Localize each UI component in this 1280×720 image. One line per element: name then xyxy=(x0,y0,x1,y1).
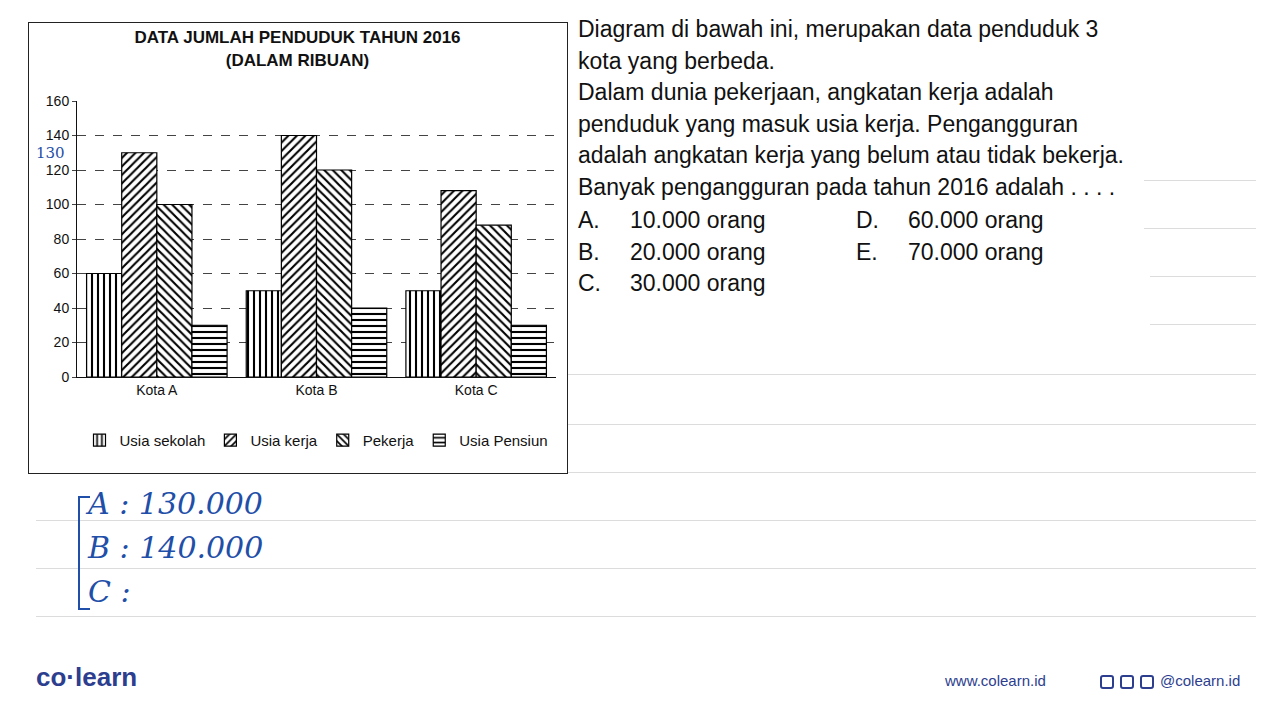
html-text:10.000 orang: 10.000 orang xyxy=(630,207,766,233)
svg-text:20: 20 xyxy=(54,334,70,350)
svg-text:Kota C: Kota C xyxy=(455,382,498,398)
html-text:30.000 orang: 30.000 orang xyxy=(630,270,766,296)
svg-text:Pekerja: Pekerja xyxy=(363,432,415,449)
svg-text:0: 0 xyxy=(61,369,69,385)
html-text:60.000 orang: 60.000 orang xyxy=(908,207,1044,233)
svg-text:140: 140 xyxy=(46,127,70,143)
svg-text:80: 80 xyxy=(54,231,70,247)
svg-text:Kota A: Kota A xyxy=(136,382,178,398)
html-text:C :: C : xyxy=(88,574,131,609)
html-text:B.: B. xyxy=(578,238,600,265)
html-text:D.: D. xyxy=(856,207,879,233)
svg-text:100: 100 xyxy=(46,196,70,212)
html-text:Diagram di bawah ini, merupaka: Diagram di bawah ini, merupakan data pen… xyxy=(578,16,1099,74)
svg-text:Kota B: Kota B xyxy=(295,382,337,398)
html-text:A.: A. xyxy=(578,207,600,233)
html-text:www.colearn.id: www.colearn.id xyxy=(945,672,1046,689)
svg-text:Usia kerja: Usia kerja xyxy=(250,432,317,449)
svg-text:160: 160 xyxy=(46,93,70,109)
html-text:@colearn.id: @colearn.id xyxy=(1160,672,1241,689)
svg-text:DATA JUMLAH PENDUDUK TAHUN 201: DATA JUMLAH PENDUDUK TAHUN 2016(DALAM RI… xyxy=(134,28,460,69)
svg-text:120: 120 xyxy=(46,162,70,178)
html-text:co·learn: co·learn xyxy=(36,662,138,692)
svg-text:Usia Pensiun: Usia Pensiun xyxy=(459,432,547,449)
svg-text:Usia sekolah: Usia sekolah xyxy=(120,432,206,449)
html-text:C.: C. xyxy=(578,270,601,296)
svg-text:40: 40 xyxy=(54,300,70,316)
html-text:E.: E. xyxy=(856,238,878,265)
svg-text:130: 130 xyxy=(36,144,65,162)
html-text:70.000 orang: 70.000 orang xyxy=(908,238,1044,265)
html-text:20.000 orang: 20.000 orang xyxy=(630,238,766,265)
svg-text:60: 60 xyxy=(54,265,70,281)
html-text:A : 130.000: A : 130.000 xyxy=(88,486,263,521)
html-text:B : 140.000: B : 140.000 xyxy=(88,530,264,565)
html-text:Dalam dunia pekerjaan, angkata: Dalam dunia pekerjaan, angkatan kerja ad… xyxy=(578,79,1124,200)
